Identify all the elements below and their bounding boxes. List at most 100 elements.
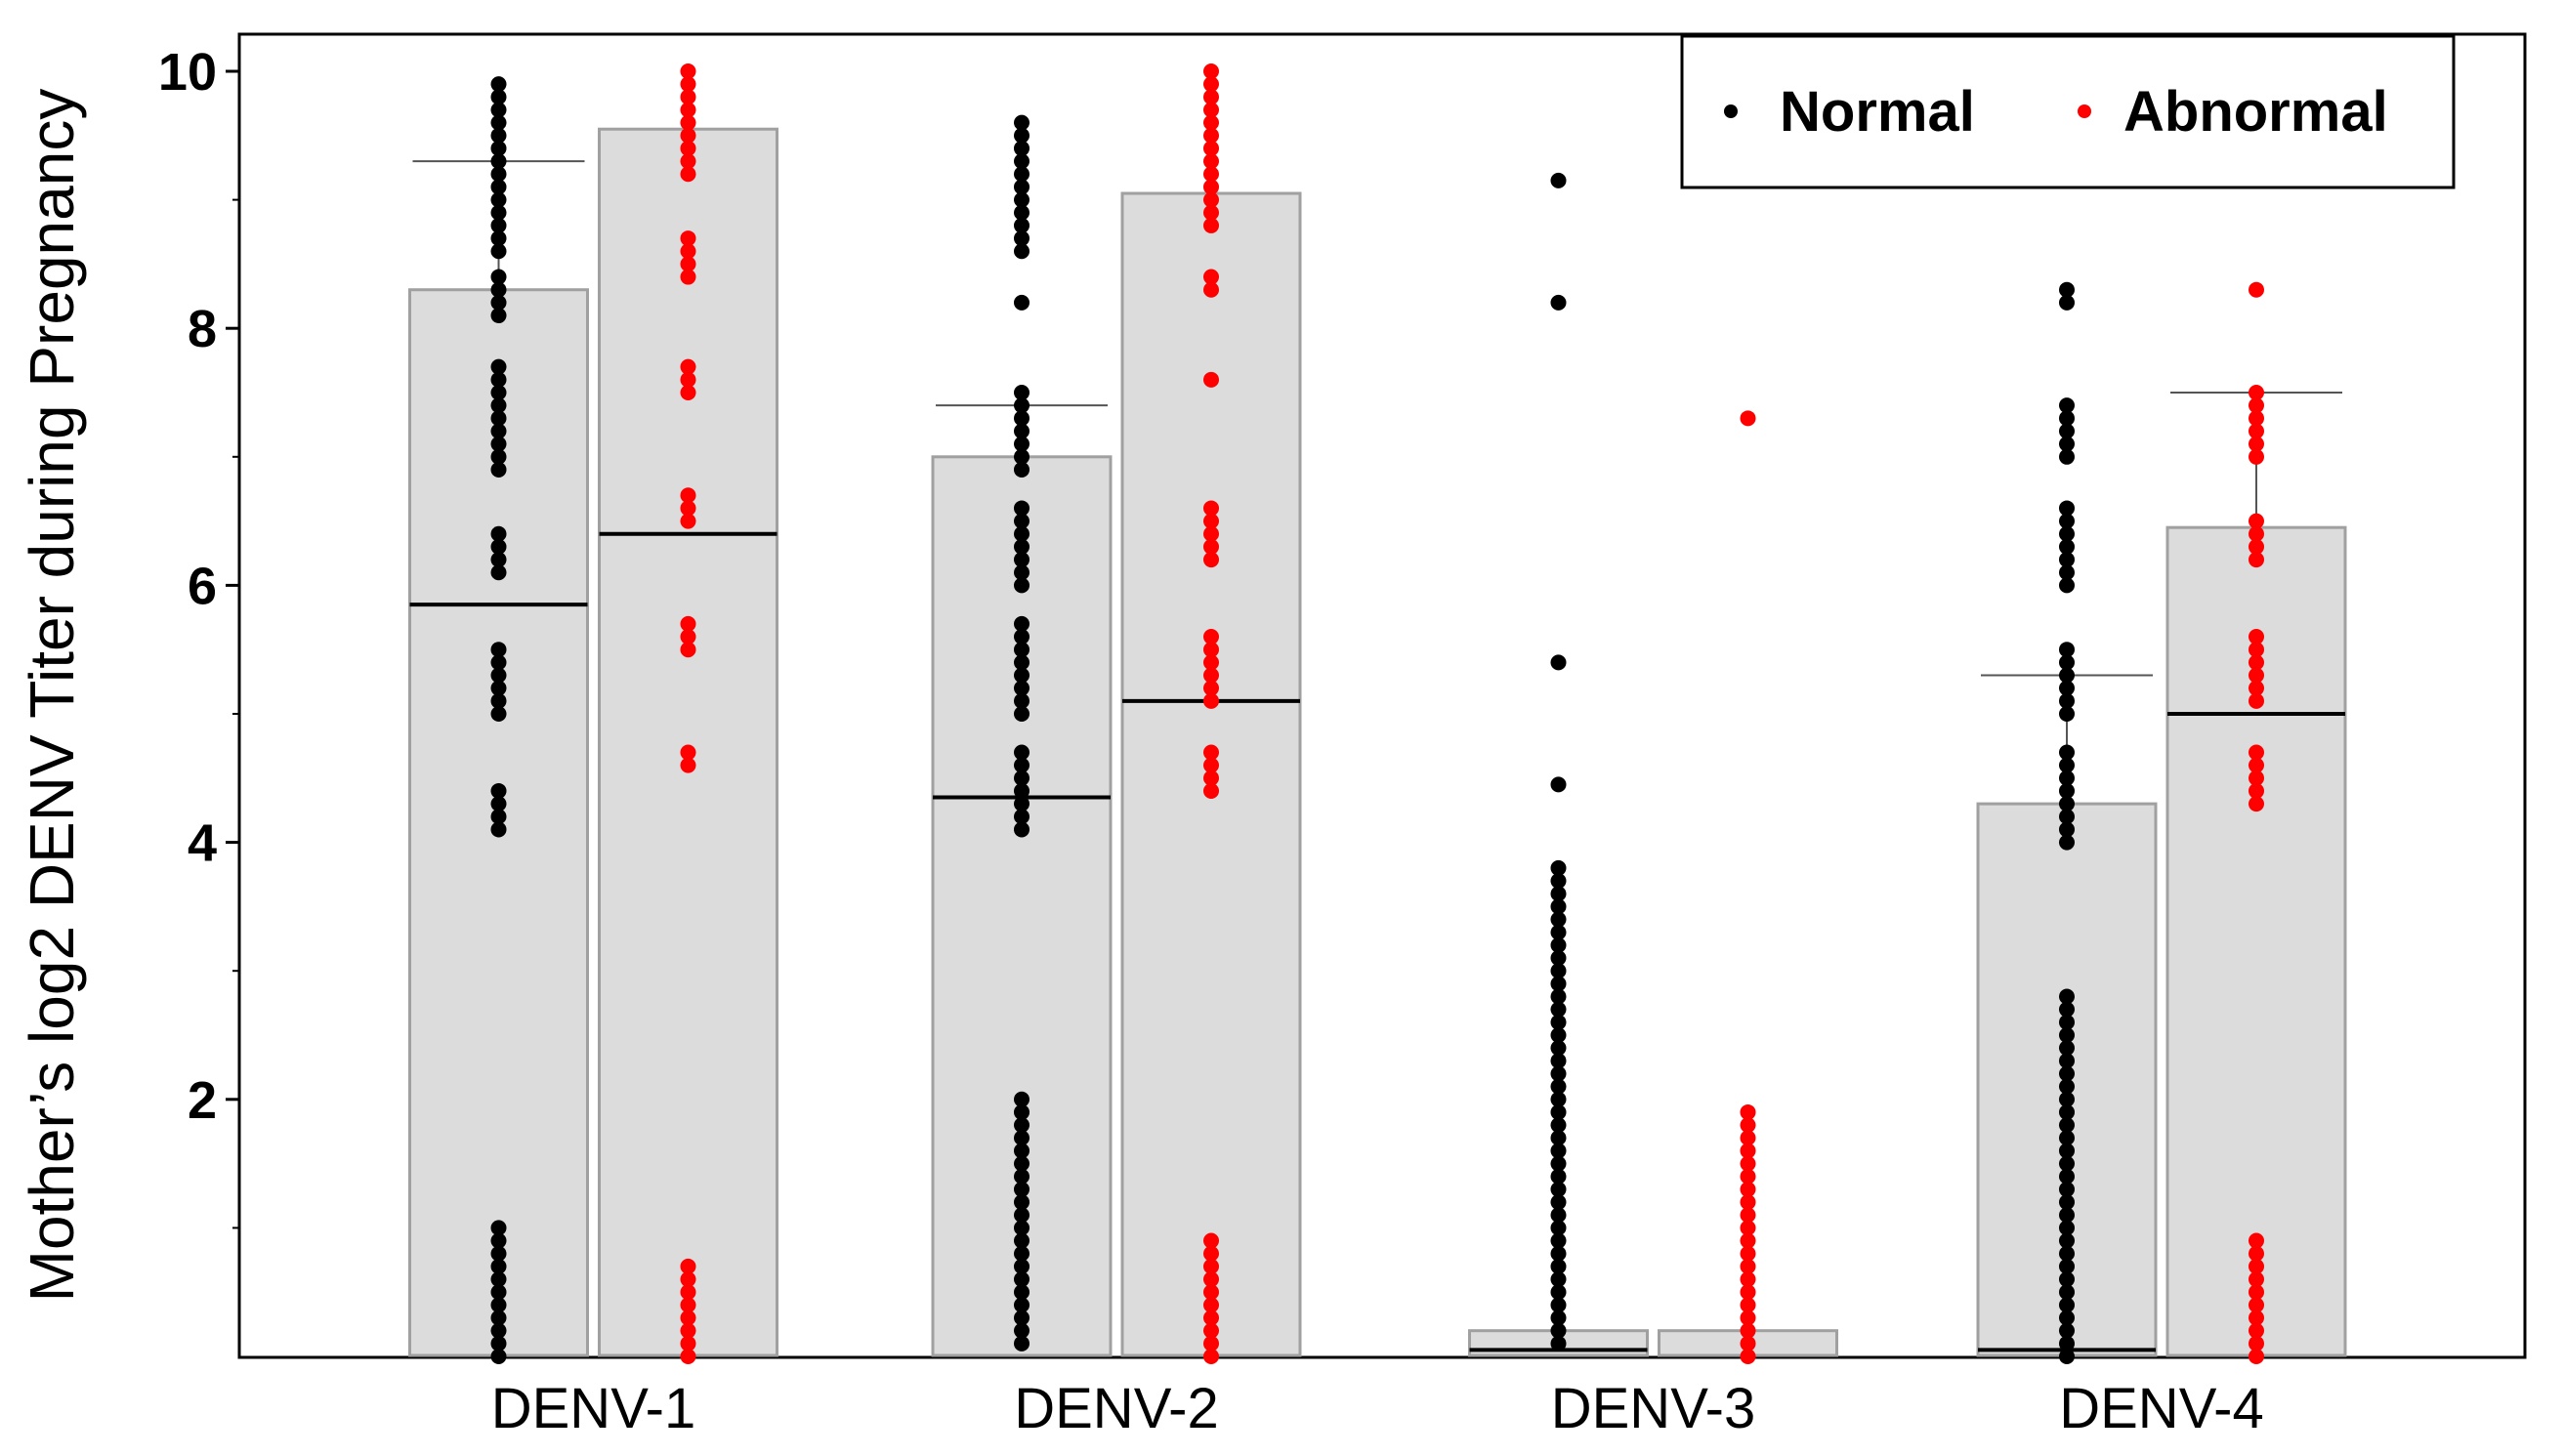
point-denv-4-normal — [2059, 1117, 2075, 1134]
point-denv-2-abnormal — [1203, 191, 1219, 208]
point-denv-4-normal — [2059, 448, 2075, 465]
point-denv-3-normal — [1550, 1053, 1567, 1069]
point-denv-3-normal — [1550, 976, 1567, 992]
point-denv-3-normal — [1550, 1310, 1567, 1326]
point-denv-1-normal — [490, 217, 507, 233]
point-denv-3-normal — [1550, 963, 1567, 979]
point-denv-2-abnormal — [1203, 513, 1219, 529]
point-denv-2-abnormal — [1203, 1232, 1219, 1249]
point-denv-1-abnormal — [680, 371, 696, 388]
point-denv-4-abnormal — [2249, 410, 2264, 427]
point-denv-2-normal — [1014, 410, 1030, 427]
point-denv-4-normal — [2059, 1284, 2075, 1301]
point-denv-2-normal — [1014, 1271, 1030, 1288]
point-denv-4-normal — [2059, 1232, 2075, 1249]
point-denv-4-abnormal — [2249, 642, 2264, 658]
point-denv-3-normal — [1550, 1194, 1567, 1211]
point-denv-2-abnormal — [1203, 127, 1219, 144]
point-denv-2-normal — [1014, 1103, 1030, 1120]
point-denv-4-normal — [2059, 834, 2075, 851]
point-denv-3-normal — [1550, 1335, 1567, 1352]
point-denv-4-normal — [2059, 1194, 2075, 1211]
point-denv-3-abnormal — [1740, 1322, 1756, 1339]
point-denv-3-abnormal — [1740, 1155, 1756, 1172]
point-denv-2-normal — [1014, 1155, 1030, 1172]
point-denv-2-normal — [1014, 1322, 1030, 1339]
point-denv-2-abnormal — [1203, 281, 1219, 298]
point-denv-3-normal — [1550, 1168, 1567, 1185]
point-denv-2-abnormal — [1203, 63, 1219, 79]
point-denv-2-normal — [1014, 1168, 1030, 1185]
point-denv-3-abnormal — [1740, 1232, 1756, 1249]
point-denv-3-normal — [1550, 654, 1567, 671]
point-denv-2-normal — [1014, 513, 1030, 529]
point-denv-4-normal — [2059, 513, 2075, 529]
point-denv-2-abnormal — [1203, 552, 1219, 568]
point-denv-1-abnormal — [680, 615, 696, 632]
point-denv-4-normal — [2059, 1207, 2075, 1224]
point-denv-4-normal — [2059, 525, 2075, 542]
point-denv-2-normal — [1014, 1310, 1030, 1326]
point-denv-1-normal — [490, 642, 507, 658]
point-denv-2-normal — [1014, 1297, 1030, 1313]
point-denv-2-normal — [1014, 1284, 1030, 1301]
point-denv-3-normal — [1550, 936, 1567, 953]
point-denv-3-abnormal — [1740, 1284, 1756, 1301]
point-denv-4-abnormal — [2249, 692, 2264, 709]
point-denv-2-normal — [1014, 243, 1030, 260]
point-denv-4-normal — [2059, 423, 2075, 439]
point-denv-1-abnormal — [680, 1310, 696, 1326]
point-denv-2-normal — [1014, 525, 1030, 542]
point-denv-2-normal — [1014, 191, 1030, 208]
point-denv-3-normal — [1550, 1001, 1567, 1018]
point-denv-3-abnormal — [1740, 1271, 1756, 1288]
point-denv-3-abnormal — [1740, 1310, 1756, 1326]
point-denv-1-normal — [490, 564, 507, 581]
point-denv-4-abnormal — [2249, 1245, 2264, 1262]
point-denv-4-normal — [2059, 1001, 2075, 1018]
point-denv-2-abnormal — [1203, 1245, 1219, 1262]
y-tick-label-8: 8 — [188, 300, 217, 358]
legend-marker-abnormal — [2078, 104, 2091, 118]
point-denv-1-abnormal — [680, 385, 696, 400]
point-denv-2-normal — [1014, 500, 1030, 517]
point-denv-3-normal — [1550, 1130, 1567, 1146]
point-denv-3-normal — [1550, 1027, 1567, 1043]
point-denv-2-normal — [1014, 461, 1030, 478]
point-denv-4-abnormal — [2249, 757, 2264, 773]
point-denv-4-normal — [2059, 1297, 2075, 1313]
point-denv-1-abnormal — [680, 1349, 696, 1364]
point-denv-2-normal — [1014, 782, 1030, 799]
point-denv-1-normal — [490, 114, 507, 131]
point-denv-3-normal — [1550, 1065, 1567, 1082]
point-denv-4-normal — [2059, 1310, 2075, 1326]
point-denv-1-abnormal — [680, 744, 696, 761]
point-denv-2-abnormal — [1203, 642, 1219, 658]
point-denv-2-normal — [1014, 204, 1030, 221]
point-denv-1-normal — [490, 358, 507, 375]
point-denv-2-normal — [1014, 294, 1030, 311]
point-denv-1-abnormal — [680, 76, 696, 93]
point-denv-2-normal — [1014, 153, 1030, 170]
points-layer — [490, 63, 2264, 1364]
point-denv-2-abnormal — [1203, 1271, 1219, 1288]
point-denv-4-abnormal — [2249, 629, 2264, 645]
point-denv-2-abnormal — [1203, 179, 1219, 195]
point-denv-2-normal — [1014, 114, 1030, 131]
point-denv-3-normal — [1550, 1271, 1567, 1288]
point-denv-1-normal — [490, 269, 507, 285]
point-denv-1-normal — [490, 1310, 507, 1326]
point-denv-1-normal — [490, 654, 507, 671]
point-denv-4-normal — [2059, 744, 2075, 761]
point-denv-1-normal — [490, 294, 507, 311]
point-denv-1-normal — [490, 796, 507, 812]
point-denv-4-normal — [2059, 706, 2075, 722]
point-denv-2-abnormal — [1203, 770, 1219, 786]
x-tick-label-denv-2: DENV-2 — [1014, 1377, 1219, 1440]
point-denv-4-abnormal — [2249, 1297, 2264, 1313]
point-denv-4-abnormal — [2249, 1284, 2264, 1301]
point-denv-4-abnormal — [2249, 796, 2264, 812]
point-denv-1-normal — [490, 1220, 507, 1236]
point-denv-2-normal — [1014, 552, 1030, 568]
